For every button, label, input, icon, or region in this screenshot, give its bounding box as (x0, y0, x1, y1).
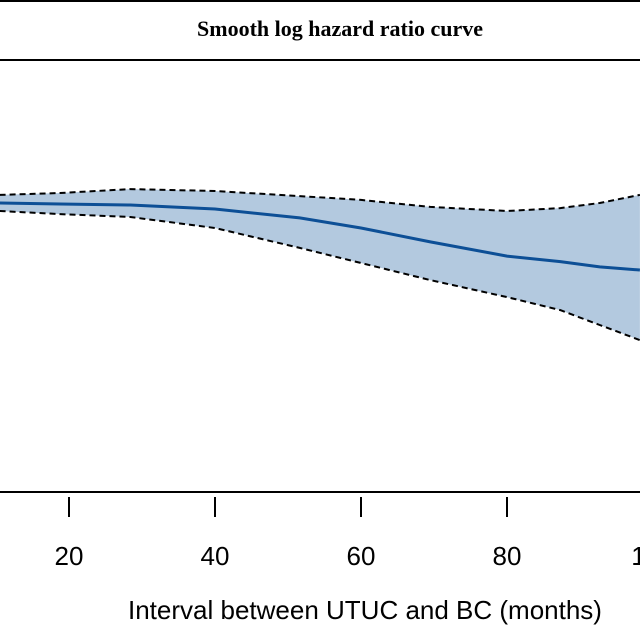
x-tick-label: 100 (631, 541, 640, 571)
lower-bound (0, 210, 640, 342)
x-tick-label: 20 (55, 541, 84, 571)
x-tick-label: 80 (493, 541, 522, 571)
upper-bound (0, 188, 640, 213)
chart-title: Smooth log hazard ratio curve (197, 16, 483, 41)
x-tick-label: 60 (347, 541, 376, 571)
confidence-band (0, 189, 640, 341)
x-axis-label: Interval between UTUC and BC (months) (128, 595, 602, 625)
hazard-curve (0, 201, 640, 272)
x-tick-label: 40 (201, 541, 230, 571)
